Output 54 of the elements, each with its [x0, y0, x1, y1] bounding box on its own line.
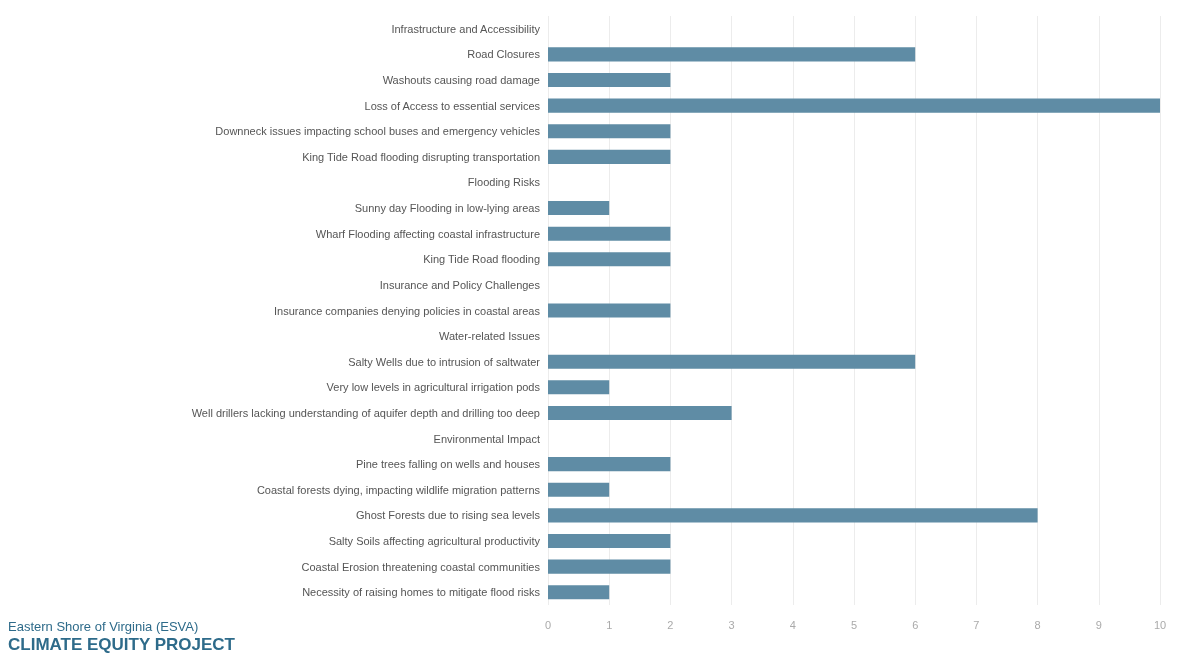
y-tick-label: Coastal forests dying, impacting wildlife migration patterns [256, 483, 541, 496]
bar [548, 47, 916, 62]
x-tick-label: 3 [728, 618, 735, 631]
bar [548, 380, 610, 395]
x-tick-label: 7 [973, 618, 980, 631]
y-tick-label: Wharf Flooding affecting coastal infrastructure [315, 227, 540, 240]
y-tick-label: King Tide Road flooding disrupting transportation [302, 150, 540, 163]
x-tick-label: 9 [1095, 618, 1102, 631]
bar [548, 98, 1160, 113]
y-tick-label: Pine trees falling on wells and houses [355, 458, 541, 471]
y-tick-label: Well drillers lacking understanding of aquifer depth and drilling too deep [191, 406, 540, 419]
y-tick-label: Insurance and Policy Challenges [379, 278, 541, 291]
x-tick-label: 8 [1034, 618, 1041, 631]
y-tick-label: Flooding Risks [467, 176, 541, 189]
y-tick-label: Environmental Impact [433, 432, 540, 445]
y-tick-label: Ghost Forests due to rising sea levels [355, 509, 541, 522]
x-tick-label: 2 [667, 618, 674, 631]
x-tick-label: 0 [544, 618, 552, 631]
x-tick-label: 10 [1153, 618, 1167, 631]
y-tick-label: Insurance companies denying policies in coastal areas [274, 304, 541, 317]
bar [548, 457, 671, 472]
y-tick-label: Road Closures [467, 48, 541, 61]
x-tick-label: 6 [912, 618, 919, 631]
bar [548, 72, 671, 88]
y-tick-label: Infrastructure and Accessibility [391, 22, 541, 35]
y-tick-label: Very low levels in agricultural irrigation pods [326, 381, 541, 394]
bar [548, 585, 610, 600]
y-tick-label: Salty Wells due to intrusion of saltwater [348, 355, 541, 368]
text: CLIMATE EQUITY PROJECT [8, 635, 236, 654]
bar [548, 508, 1038, 523]
y-tick-label: Washouts causing road damage [382, 74, 540, 87]
y-tick-label: King Tide Road flooding [423, 253, 540, 266]
bar [548, 201, 610, 216]
bar [548, 252, 671, 267]
y-tick-label: Salty Soils affecting agricultural productivity [328, 534, 541, 547]
y-tick-label: Necessity of raising homes to mitigate flood risks [302, 586, 541, 599]
bar [548, 149, 671, 164]
bar [548, 124, 671, 139]
y-tick-label: Water-related Issues [438, 330, 541, 343]
x-tick-label: 5 [850, 618, 858, 631]
bar [548, 533, 671, 549]
y-tick-label: Sunny day Flooding in low-lying areas [354, 202, 541, 215]
bar [548, 405, 732, 420]
text: Eastern Shore of Virginia (ESVA) [8, 619, 199, 634]
y-tick-label: Loss of Access to essential services [364, 99, 541, 112]
bar [548, 482, 610, 497]
x-tick-label: 4 [789, 618, 796, 631]
x-tick-label: 1 [606, 618, 613, 631]
bar [548, 226, 671, 241]
bar [548, 354, 916, 369]
bar [548, 559, 671, 574]
y-tick-label: Downneck issues impacting school buses and emergency vehicles [215, 125, 541, 138]
bar [548, 303, 671, 318]
y-tick-label: Coastal Erosion threatening coastal communities [301, 560, 541, 573]
